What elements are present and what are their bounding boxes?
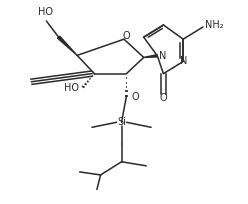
Text: HO: HO: [38, 7, 53, 17]
Text: N: N: [181, 56, 188, 66]
Polygon shape: [144, 55, 157, 57]
Text: N: N: [158, 51, 166, 61]
Text: O: O: [132, 92, 140, 102]
Text: Si: Si: [117, 117, 126, 127]
Text: O: O: [160, 93, 167, 103]
Text: NH₂: NH₂: [205, 20, 223, 30]
Text: O: O: [122, 31, 130, 41]
Polygon shape: [58, 36, 77, 55]
Text: HO: HO: [64, 83, 79, 93]
